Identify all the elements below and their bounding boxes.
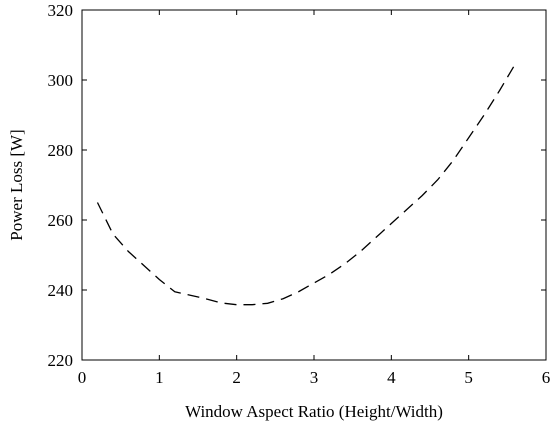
- x-tick-label: 4: [387, 368, 396, 387]
- x-tick-label: 0: [78, 368, 87, 387]
- axis-ticks: [81, 9, 547, 361]
- x-tick-label: 1: [155, 368, 164, 387]
- y-tick-label: 260: [48, 211, 74, 230]
- tick-labels: 0 1 2 3 4 5 6 220 240 260 280 300 320: [48, 1, 551, 387]
- x-tick-label: 6: [542, 368, 551, 387]
- y-tick-label: 220: [48, 351, 74, 370]
- y-tick-label: 240: [48, 281, 74, 300]
- x-tick-label: 3: [310, 368, 319, 387]
- x-axis-label: Window Aspect Ratio (Height/Width): [185, 402, 443, 421]
- x-tick-label: 2: [232, 368, 241, 387]
- y-tick-label: 300: [48, 71, 74, 90]
- x-tick-label: 5: [464, 368, 473, 387]
- y-tick-label: 320: [48, 1, 74, 20]
- y-axis-label: Power Loss [W]: [7, 129, 26, 240]
- y-tick-label: 280: [48, 141, 74, 160]
- plot-frame: [81, 9, 547, 361]
- series-line: [96, 63, 516, 306]
